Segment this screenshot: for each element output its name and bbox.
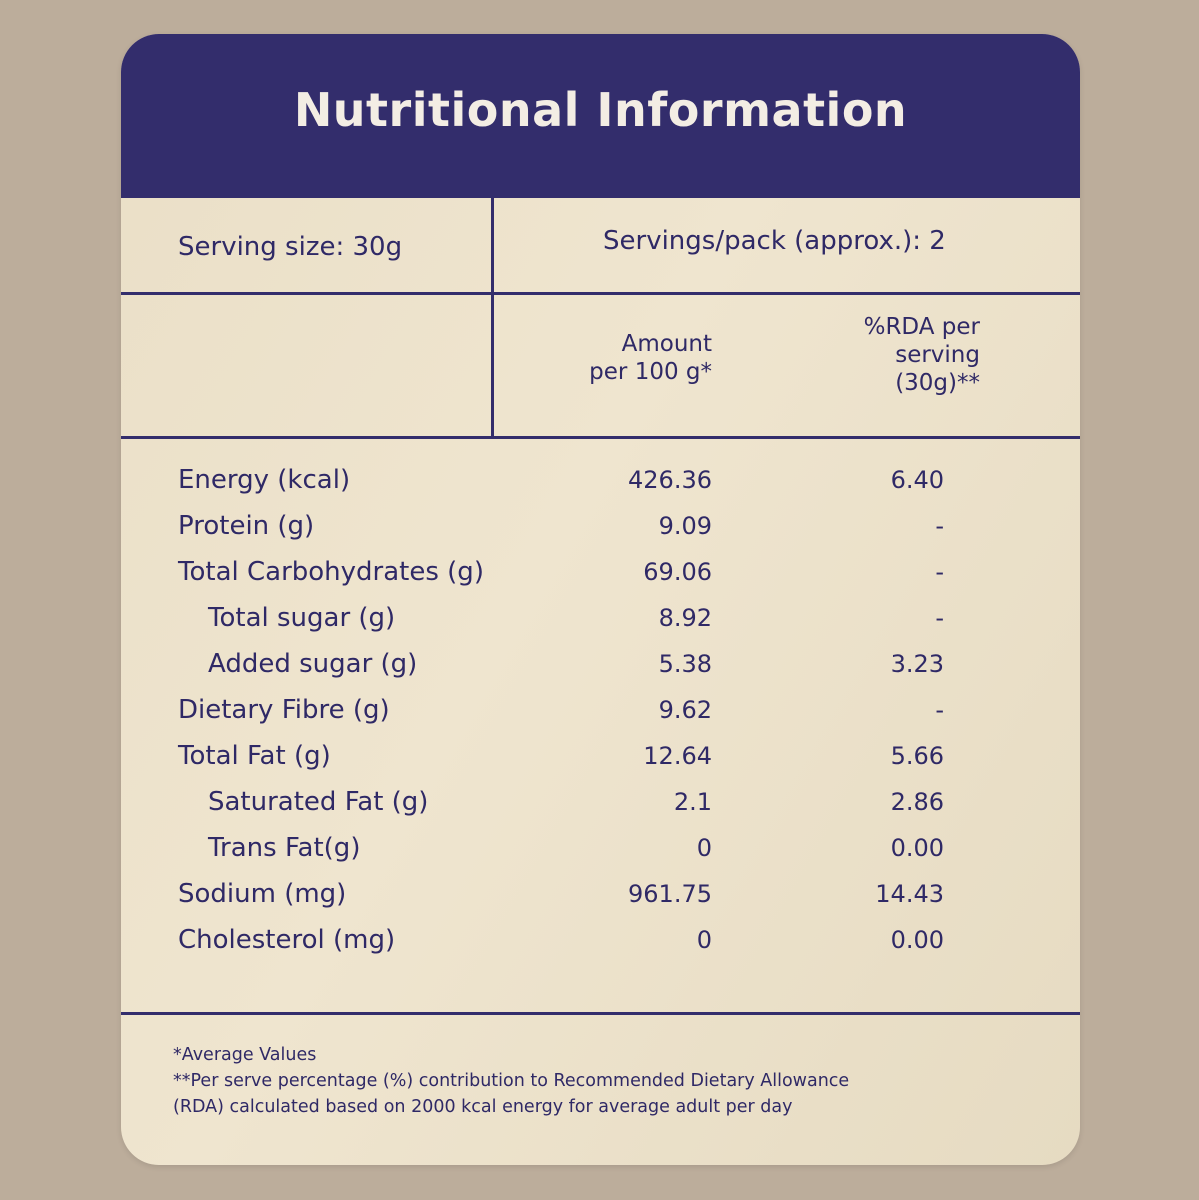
column-header-rda: %RDA per serving (30g)** (760, 313, 980, 397)
column-header-rda-line: serving (895, 342, 980, 368)
footnote: *Average Values (173, 1045, 317, 1065)
nutrient-name: Sodium (mg) (178, 879, 347, 909)
nutrient-rda: - (935, 604, 944, 632)
table-row: Dietary Fibre (g) 9.62 - (121, 690, 1080, 730)
nutrient-amount: 69.06 (643, 558, 712, 586)
nutrient-name: Total sugar (g) (208, 603, 396, 633)
column-header-rda-line: %RDA per (863, 314, 980, 340)
table-row: Total Fat (g) 12.64 5.66 (121, 736, 1080, 776)
table-row: Saturated Fat (g) 2.1 2.86 (121, 782, 1080, 822)
footnotes: *Average Values **Per serve percentage (… (173, 1042, 849, 1120)
nutrient-name: Dietary Fibre (g) (178, 695, 390, 725)
table-row: Total sugar (g) 8.92 - (121, 598, 1080, 638)
divider-serving (121, 292, 1080, 295)
servings-per-pack: Servings/pack (approx.): 2 (603, 226, 946, 256)
nutrient-rda: 5.66 (890, 742, 944, 770)
footnote: (RDA) calculated based on 2000 kcal ener… (173, 1097, 793, 1117)
nutrient-name: Total Fat (g) (178, 741, 331, 771)
nutrient-name: Trans Fat(g) (208, 833, 361, 863)
nutrient-name: Energy (kcal) (178, 465, 351, 495)
table-row: Total Carbohydrates (g) 69.06 - (121, 552, 1080, 592)
table-row: Added sugar (g) 5.38 3.23 (121, 644, 1080, 684)
nutrient-amount: 9.62 (658, 696, 712, 724)
column-header-rda-line: (30g)** (895, 370, 980, 396)
nutrient-name: Protein (g) (178, 511, 315, 541)
column-header-amount: Amount per 100 g* (492, 330, 712, 386)
nutrient-rda: 0.00 (890, 834, 944, 862)
nutrient-amount: 9.09 (658, 512, 712, 540)
nutrient-name: Total Carbohydrates (g) (178, 557, 484, 587)
table-row: Sodium (mg) 961.75 14.43 (121, 874, 1080, 914)
nutrient-amount: 961.75 (628, 880, 712, 908)
nutrient-rda: - (935, 558, 944, 586)
nutrition-label-card: Nutritional Information Serving size: 30… (121, 34, 1080, 1165)
nutrient-name: Added sugar (g) (208, 649, 418, 679)
table-row: Protein (g) 9.09 - (121, 506, 1080, 546)
nutrient-rda: 3.23 (890, 650, 944, 678)
nutrient-name: Saturated Fat (g) (208, 787, 429, 817)
table-row: Cholesterol (mg) 0 0.00 (121, 920, 1080, 960)
title-banner: Nutritional Information (121, 34, 1080, 198)
nutrient-rda: 2.86 (890, 788, 944, 816)
divider-vertical (491, 198, 494, 436)
nutrient-rda: 0.00 (890, 926, 944, 954)
column-header-amount-line: Amount (621, 331, 712, 357)
footnote: **Per serve percentage (%) contribution … (173, 1071, 850, 1091)
nutrient-amount: 12.64 (643, 742, 712, 770)
nutrient-rda: - (935, 696, 944, 724)
nutrient-amount: 0 (696, 926, 712, 954)
nutrient-name: Cholesterol (mg) (178, 925, 396, 955)
table-row: Energy (kcal) 426.36 6.40 (121, 460, 1080, 500)
table-row: Trans Fat(g) 0 0.00 (121, 828, 1080, 868)
divider-footnotes (121, 1012, 1080, 1015)
nutrient-amount: 2.1 (673, 788, 712, 816)
nutrient-rda: 6.40 (890, 466, 944, 494)
nutrient-amount: 8.92 (658, 604, 712, 632)
column-header-amount-line: per 100 g* (589, 359, 712, 385)
label-title: Nutritional Information (293, 83, 908, 137)
serving-size: Serving size: 30g (178, 232, 403, 262)
nutrient-amount: 0 (696, 834, 712, 862)
nutrient-rda: - (935, 512, 944, 540)
nutrient-amount: 426.36 (628, 466, 712, 494)
divider-column-header (121, 436, 1080, 439)
nutrient-rda: 14.43 (875, 880, 944, 908)
nutrient-amount: 5.38 (658, 650, 712, 678)
